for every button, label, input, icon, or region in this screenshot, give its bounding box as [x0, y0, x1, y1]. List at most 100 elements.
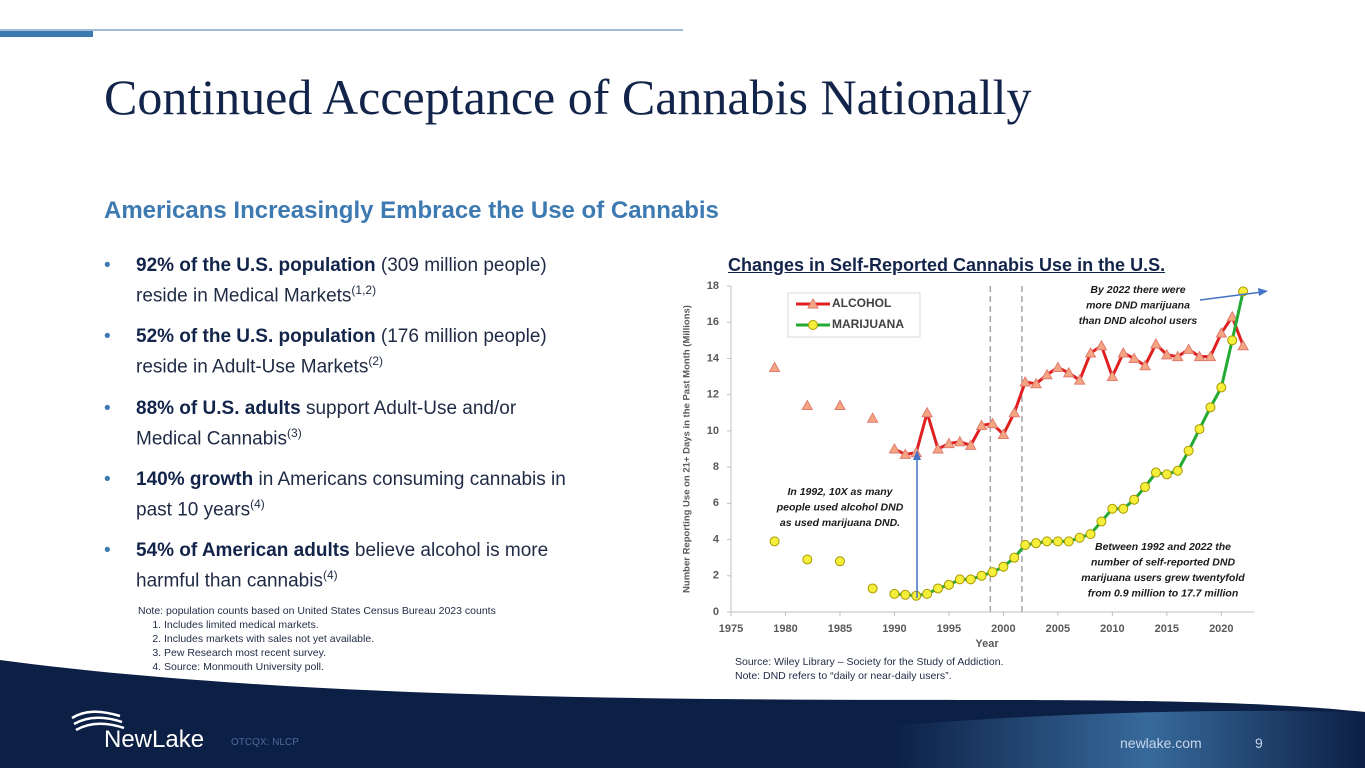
y-tick-label: 8 [713, 461, 719, 473]
bullet-sup: (4) [250, 496, 265, 511]
source-line: Source: Wiley Library – Society for the … [735, 656, 1004, 668]
data-point [1204, 350, 1217, 362]
note-list: Includes limited medical markets.Include… [138, 618, 496, 674]
bullet: 52% of the U.S. population (176 million … [104, 325, 586, 379]
y-tick-label: 18 [707, 280, 719, 292]
bullet-text: believe alcohol is more harmful than can… [136, 540, 549, 592]
note-intro: Note: population counts based on United … [138, 605, 496, 617]
data-point [1227, 335, 1238, 346]
data-point [1128, 352, 1140, 363]
data-point [922, 588, 933, 599]
notes: Note: population counts based on United … [138, 604, 496, 674]
annotation: In 1992, 10X as many [787, 486, 893, 498]
data-point [768, 361, 781, 372]
x-tick-label: 1990 [882, 623, 906, 635]
bullet-text: (176 million people) reside in Adult-Use… [136, 326, 547, 378]
note-item: Source: Monmouth University poll. [164, 660, 496, 674]
ticker: OTCQX: NLCP [231, 737, 299, 748]
data-point [899, 448, 912, 459]
note-item: Pew Research most recent survey. [164, 646, 496, 660]
data-point [911, 590, 922, 601]
bullet-bold: 92% of the U.S. population [136, 255, 376, 276]
annotation: as used marijuana DND. [780, 517, 900, 529]
bullet: 92% of the U.S. population (309 million … [104, 254, 586, 308]
arrow-head [913, 450, 921, 460]
data-point [1140, 482, 1151, 493]
legend-label: ALCOHOL [832, 296, 891, 310]
y-tick-label: 6 [713, 497, 719, 509]
data-point [932, 442, 944, 454]
data-point [921, 406, 933, 418]
annotation: from 0.9 million to 17.7 million [1088, 587, 1239, 599]
bullet-sup: (3) [287, 425, 302, 440]
x-tick-label: 2005 [1046, 623, 1070, 635]
data-point [943, 579, 954, 590]
data-point [1237, 339, 1249, 351]
bullet-text: in Americans consuming cannabis in past … [136, 468, 566, 521]
data-point [1205, 402, 1216, 413]
data-point [1031, 538, 1042, 549]
data-point [1216, 382, 1227, 393]
data-point [769, 536, 780, 547]
data-point [998, 561, 1009, 572]
legend-label: MARIJUANA [832, 317, 904, 331]
data-point [1008, 406, 1021, 418]
data-point [953, 435, 966, 447]
bullet-text: support Adult-Use and/or Medical Cannabi… [136, 397, 517, 449]
bullet-bold: 88% of U.S. adults [136, 397, 301, 419]
annotation: By 2022 there were [1090, 284, 1185, 296]
y-tick-label: 14 [707, 352, 720, 364]
data-point [1226, 310, 1239, 322]
data-point [1074, 532, 1085, 543]
data-point [888, 442, 901, 454]
data-point [1150, 337, 1162, 349]
data-point [1193, 350, 1206, 362]
x-tick-label: 2000 [991, 623, 1015, 635]
y-tick-label: 10 [707, 425, 719, 437]
data-point [943, 437, 955, 449]
data-point [1215, 327, 1228, 338]
bullet-sup: (4) [322, 568, 338, 583]
data-point [1084, 346, 1097, 358]
data-point [1073, 374, 1086, 385]
x-tick-label: 1985 [828, 623, 852, 635]
data-point [1182, 343, 1195, 354]
data-point [1085, 529, 1096, 540]
data-point [1063, 536, 1074, 547]
legend-box [787, 292, 921, 338]
data-point [900, 589, 911, 600]
data-point [1041, 536, 1052, 547]
y-tick-label: 2 [713, 570, 719, 582]
data-point [834, 556, 845, 567]
logo-waves [71, 710, 125, 732]
arrow-head [1258, 288, 1268, 296]
note-item: Includes markets with sales not yet avai… [164, 632, 496, 646]
bullet: 88% of U.S. adults support Adult-Use and… [104, 397, 586, 451]
data-point [1009, 552, 1020, 563]
data-point [1118, 503, 1129, 514]
annotation: Between 1992 and 2022 the [1095, 541, 1231, 553]
x-tick-label: 2015 [1155, 623, 1179, 635]
subtitle: Americans Increasingly Embrace the Use o… [104, 197, 719, 224]
data-point [1172, 465, 1183, 476]
data-point [1161, 469, 1172, 480]
series-line [893, 313, 1245, 456]
annotation: more DND marijuana [1086, 299, 1190, 311]
annotation: people used alcohol DND [776, 501, 904, 513]
chart-source: Source: Wiley Library – Society for the … [735, 655, 1003, 683]
y-tick-label: 4 [713, 533, 720, 545]
bullet-text: (309 million people) reside in Medical M… [136, 255, 547, 307]
chart-title: Changes in Self-Reported Cannabis Use in… [728, 255, 1166, 275]
data-point [1106, 370, 1119, 382]
x-axis-label: Year [975, 638, 999, 650]
annotation: marijuana users grew twentyfold [1081, 572, 1245, 584]
data-point [933, 583, 944, 594]
title: Continued Acceptance of Cannabis Nationa… [104, 69, 1032, 125]
x-tick-label: 1995 [937, 623, 961, 635]
top-bar [0, 31, 93, 37]
bullet-bold: 54% of American adults [136, 540, 350, 562]
y-tick-label: 12 [707, 389, 719, 401]
data-point [997, 428, 1010, 440]
